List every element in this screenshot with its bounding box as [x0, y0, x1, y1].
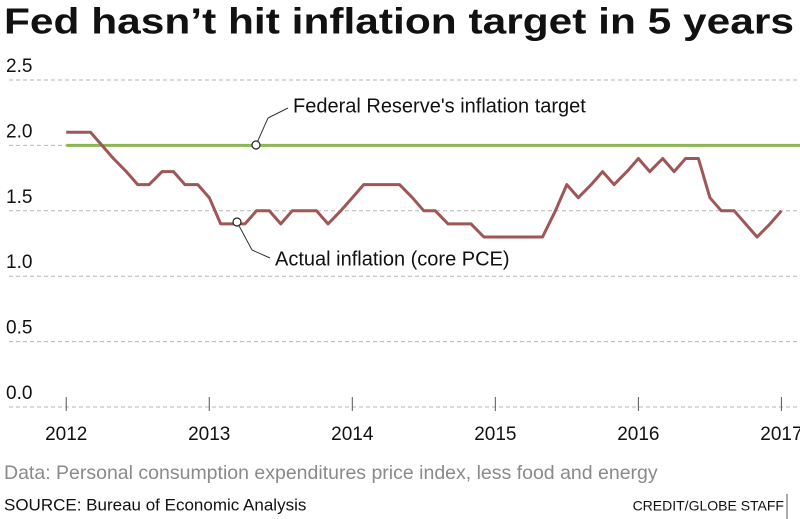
- x-tick-label: 2014: [331, 424, 374, 445]
- x-tick-label: 2012: [45, 424, 87, 445]
- annotation-marker: [251, 140, 261, 150]
- chart-title: Fed hasn’t hit inflation target in 5 yea…: [4, 1, 794, 42]
- annotation-leader: [251, 249, 271, 259]
- y-tick-label: 0.0: [6, 383, 32, 404]
- annotation-marker: [232, 217, 242, 227]
- annotation-leader: [267, 107, 289, 119]
- source: SOURCE: Bureau of Economic Analysis: [4, 495, 306, 514]
- credit: CREDIT/GLOBE STAFF: [633, 498, 784, 514]
- data-note: Data: Personal consumption expenditures …: [4, 462, 658, 484]
- x-tick-label: 2015: [474, 424, 516, 445]
- y-tick-label: 1.0: [6, 252, 32, 273]
- y-tick-label: 1.5: [6, 187, 32, 208]
- x-tick-label: 2016: [617, 424, 659, 445]
- annotation-leader: [236, 221, 253, 251]
- series-line: [66, 130, 783, 239]
- y-tick-label: 0.5: [6, 318, 32, 339]
- annotation-leader: [255, 117, 269, 146]
- y-tick-label: 2.5: [6, 56, 32, 77]
- annotation: Federal Reserve's inflation target: [293, 95, 586, 117]
- annotation: Actual inflation (core PCE): [275, 248, 510, 270]
- x-tick-label: 2017: [760, 424, 800, 445]
- y-tick-label: 2.0: [6, 121, 32, 142]
- x-tick-label: 2013: [188, 424, 230, 445]
